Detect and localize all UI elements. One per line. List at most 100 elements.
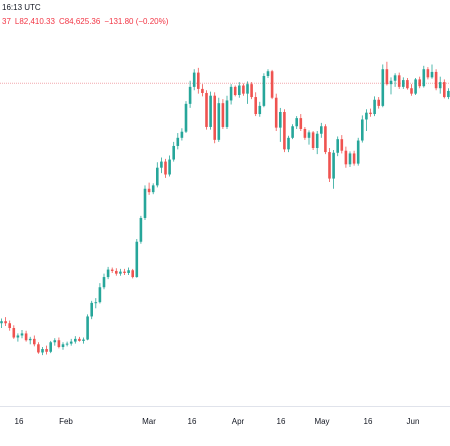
candle-down: [131, 270, 134, 278]
candle-down: [369, 112, 372, 115]
x-tick-label: Jun: [407, 417, 420, 426]
candle-down: [213, 95, 216, 140]
x-tick-label: 16: [188, 417, 197, 426]
candle-up: [389, 80, 393, 85]
candle-up: [447, 90, 450, 98]
candle-down: [250, 84, 253, 98]
candle-down: [270, 71, 274, 98]
candle-up: [279, 112, 282, 128]
candle-down: [418, 79, 421, 87]
candle-down: [324, 126, 327, 153]
candle-down: [443, 82, 446, 98]
candle-down: [115, 270, 118, 274]
close-value: C84,625.36: [58, 17, 101, 26]
candle-up: [225, 100, 229, 127]
candle-up: [156, 167, 159, 186]
candle-up: [307, 132, 311, 138]
x-tick-label: Feb: [59, 417, 73, 426]
candle-up: [143, 188, 147, 218]
candle-down: [385, 69, 389, 85]
candles-group: [0, 61, 450, 356]
chart-header: 16:13 UTC 37 L82,410.33 C84,625.36 −131.80 …: [0, 0, 450, 40]
candle-up: [172, 145, 175, 160]
candle-up: [336, 139, 339, 153]
candle-down: [57, 340, 61, 348]
candle-up: [217, 103, 221, 140]
candle-up: [414, 79, 417, 94]
candle-up: [94, 302, 98, 304]
candle-up: [176, 137, 180, 146]
candle-up: [98, 287, 102, 303]
candle-up: [373, 99, 376, 115]
candle-down: [426, 69, 430, 78]
candle-up: [106, 269, 110, 278]
candle-down: [303, 128, 307, 138]
candle-up: [287, 137, 290, 150]
candle-down: [78, 338, 81, 341]
candle-up: [238, 85, 241, 96]
change-value: −131.80 (−0.20%): [104, 17, 169, 26]
candle-down: [410, 88, 413, 94]
candle-up: [184, 103, 188, 132]
candle-down: [45, 349, 48, 352]
open-value: 37: [2, 17, 11, 26]
candle-up: [49, 342, 52, 352]
candle-down: [397, 75, 401, 87]
candle-down: [205, 92, 208, 127]
candle-up: [102, 277, 106, 288]
x-tick-label: 16: [277, 417, 286, 426]
candle-down: [344, 150, 348, 165]
candle-up: [229, 86, 233, 101]
candle-up: [438, 82, 442, 89]
candle-up: [262, 76, 266, 106]
candle-up: [168, 159, 171, 175]
candle-up: [430, 71, 434, 78]
candle-down: [123, 271, 126, 273]
candle-up: [139, 217, 143, 242]
candle-up: [381, 69, 385, 106]
candle-up: [266, 71, 270, 76]
candle-up: [0, 321, 3, 324]
candle-up: [82, 339, 85, 341]
candle-up: [192, 72, 196, 87]
candle-up: [209, 95, 212, 127]
candle-up: [41, 349, 44, 353]
candle-up: [119, 271, 122, 274]
candle-up: [53, 340, 57, 343]
x-tick-label: 16: [15, 417, 24, 426]
candle-down: [147, 188, 151, 193]
candle-up: [246, 84, 249, 94]
candle-up: [348, 153, 352, 165]
time-readout: 16:13 UTC: [2, 3, 41, 12]
candle-down: [12, 328, 16, 338]
candle-up: [20, 333, 24, 336]
low-value: L82,410.33: [14, 17, 55, 26]
candle-down: [164, 161, 167, 175]
candle-up: [315, 133, 319, 148]
candle-up: [127, 270, 130, 273]
candle-down: [377, 99, 380, 106]
candle-down: [110, 269, 114, 271]
candle-up: [422, 69, 426, 87]
candle-down: [8, 323, 11, 328]
candle-down: [352, 153, 356, 164]
candle-up: [180, 131, 184, 138]
candle-down: [406, 80, 409, 89]
candle-down: [201, 88, 204, 93]
candle-down: [340, 139, 344, 151]
candle-down: [233, 86, 237, 96]
candle-down: [299, 118, 303, 129]
candle-down: [434, 71, 438, 89]
candle-up: [69, 341, 73, 344]
candle-down: [4, 321, 7, 324]
candle-up: [332, 152, 335, 179]
x-axis-ticks: 16 Feb Mar 16 Apr 16 May 16 Jun: [15, 417, 420, 426]
candle-up: [74, 338, 77, 342]
candle-up: [151, 185, 155, 193]
candle-down: [328, 152, 331, 179]
candle-down: [274, 97, 278, 128]
candle-up: [365, 112, 368, 120]
candle-down: [242, 85, 245, 94]
candle-up: [16, 335, 20, 338]
